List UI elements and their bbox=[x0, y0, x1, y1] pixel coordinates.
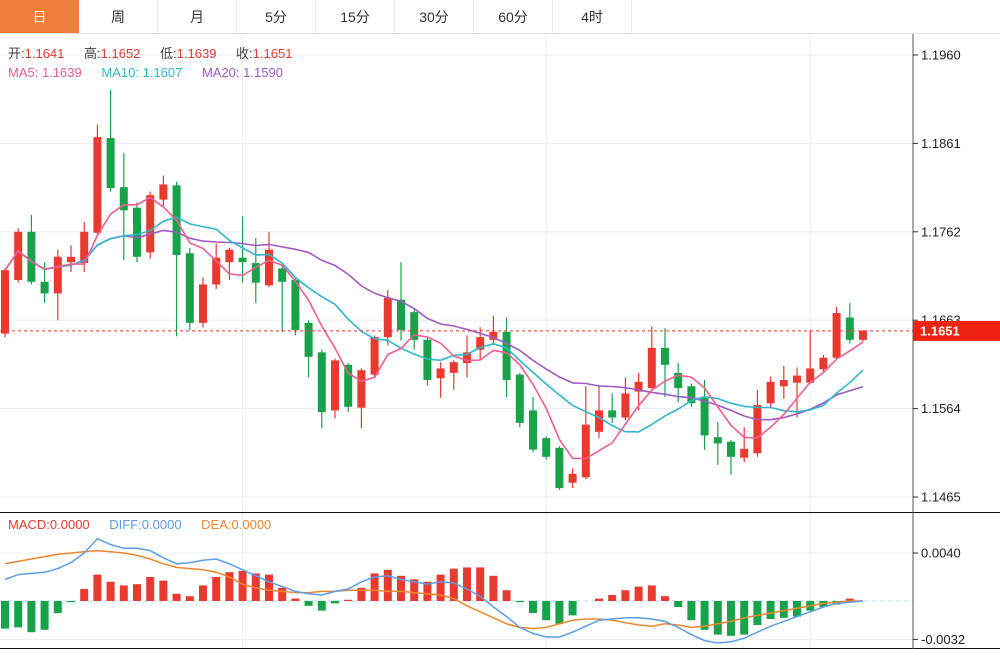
diff-line bbox=[4, 537, 864, 644]
ma5-line bbox=[4, 196, 864, 460]
macd-axis-labels: 0.0040 -0.0032 bbox=[913, 546, 965, 647]
macd-histogram bbox=[1, 567, 854, 636]
chart-area: 1.1960 1.1861 1.1762 1.1663 1.1564 1.1465 1.16… bbox=[0, 34, 1000, 655]
macd-indicator-panel[interactable]: 0.0040 -0.0032 bbox=[0, 512, 1000, 649]
tab-5min[interactable]: 5分 bbox=[237, 0, 316, 33]
candlestick-layer bbox=[1, 89, 867, 490]
dea-line bbox=[4, 549, 863, 630]
tab-60min[interactable]: 60分 bbox=[474, 0, 553, 33]
ma20-line bbox=[4, 229, 864, 421]
tab-week[interactable]: 周 bbox=[79, 0, 158, 33]
current-price-badge bbox=[913, 320, 1000, 341]
macd-gridlines bbox=[0, 512, 913, 649]
tab-month[interactable]: 月 bbox=[158, 0, 237, 33]
tab-day[interactable]: 日 bbox=[0, 0, 79, 33]
svg-text:1.1960: 1.1960 bbox=[921, 48, 961, 63]
tab-30min[interactable]: 30分 bbox=[395, 0, 474, 33]
svg-text:-0.0032: -0.0032 bbox=[921, 632, 965, 647]
tab-4hour[interactable]: 4时 bbox=[553, 0, 632, 33]
main-candlestick-chart[interactable]: 1.19601.18611.17621.16631.15641.14651.16… bbox=[0, 34, 1000, 512]
ma10-line bbox=[4, 216, 864, 433]
timeframe-tabbar: 日 周 月 5分 15分 30分 60分 4时 bbox=[0, 0, 1000, 34]
svg-text:0.0040: 0.0040 bbox=[921, 546, 961, 561]
svg-text:1.1861: 1.1861 bbox=[921, 136, 961, 151]
svg-text:1.1762: 1.1762 bbox=[921, 224, 961, 239]
svg-text:1.1564: 1.1564 bbox=[921, 401, 961, 416]
svg-text:1.1465: 1.1465 bbox=[921, 490, 961, 505]
current-price-badge-text: 1.1651 bbox=[920, 323, 960, 338]
tab-15min[interactable]: 15分 bbox=[316, 0, 395, 33]
price-gridlines bbox=[0, 34, 913, 512]
